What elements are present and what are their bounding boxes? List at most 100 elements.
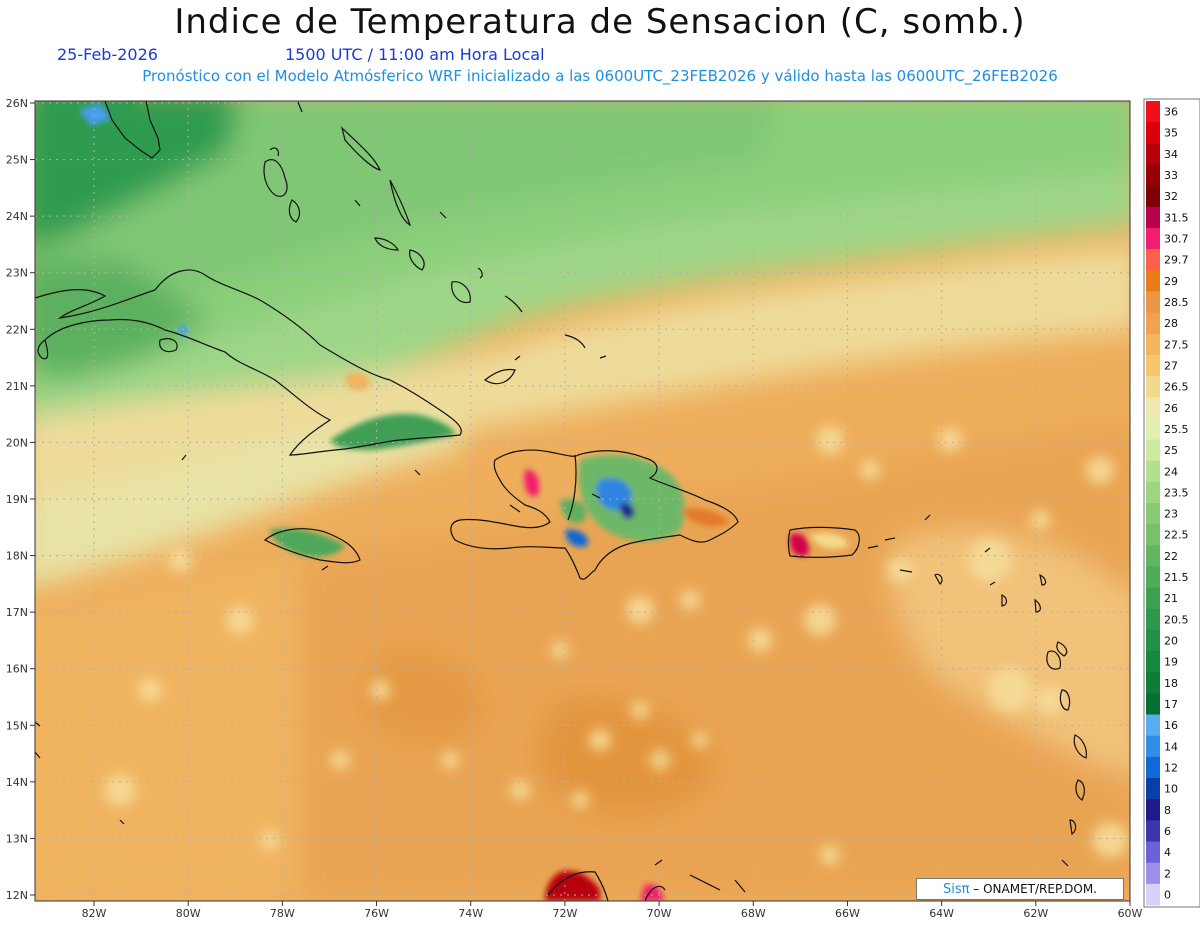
legend-label: 4 xyxy=(1164,846,1171,859)
lon-tick-label: 82W xyxy=(82,907,107,920)
legend-swatch xyxy=(1146,333,1160,356)
lat-tick-label: 20N xyxy=(6,436,28,449)
legend-label: 23 xyxy=(1164,508,1178,521)
legend-swatch xyxy=(1146,376,1160,398)
legend-swatch xyxy=(1146,735,1160,758)
legend-swatch xyxy=(1146,206,1160,229)
lat-lon-grid xyxy=(35,101,1130,901)
legend-label: 27 xyxy=(1164,359,1178,372)
lon-tick-label: 60W xyxy=(1118,907,1143,920)
lat-tick-label: 23N xyxy=(6,267,28,280)
legend-swatch xyxy=(1146,227,1160,250)
lat-tick-label: 18N xyxy=(6,550,28,563)
legend-label: 24 xyxy=(1164,465,1178,478)
legend-label: 27.5 xyxy=(1164,338,1189,351)
lat-tick-label: 19N xyxy=(6,493,28,506)
legend-label: 6 xyxy=(1164,825,1171,838)
forecast-date: 25-Feb-2026 xyxy=(57,45,158,64)
legend-label: 22.5 xyxy=(1164,529,1189,542)
legend-label: 32 xyxy=(1164,190,1178,203)
legend-swatch xyxy=(1146,714,1160,737)
legend-swatch xyxy=(1146,270,1160,292)
lat-tick-label: 25N xyxy=(6,154,28,167)
legend-label: 2 xyxy=(1164,867,1171,880)
legend-label: 22 xyxy=(1164,550,1178,563)
legend-swatch xyxy=(1146,312,1160,335)
temperature-field xyxy=(35,101,1130,901)
legend-label: 21 xyxy=(1164,592,1178,605)
legend-label: 14 xyxy=(1164,740,1178,753)
legend-swatch xyxy=(1146,481,1160,504)
legend-swatch xyxy=(1146,524,1160,546)
color-legend: 363534333231.530.729.72928.52827.52726.5… xyxy=(1143,98,1200,908)
legend-label: 36 xyxy=(1164,106,1178,119)
legend-swatch xyxy=(1146,249,1160,271)
coastlines xyxy=(35,101,1087,901)
chart-title: Indice de Temperatura de Sensacion (C, s… xyxy=(174,2,1026,42)
legend-label: 12 xyxy=(1164,761,1178,774)
legend-swatch xyxy=(1146,354,1160,377)
legend-swatch xyxy=(1146,503,1160,525)
legend-label: 29.7 xyxy=(1164,254,1189,267)
longitude-labels: 82W 80W 78W 76W 74W 72W 70W 68W 66W 64W 62W 60W xyxy=(82,901,1143,920)
legend-swatch xyxy=(1146,608,1160,631)
lat-tick-label: 12N xyxy=(6,889,28,902)
legend-label: 28 xyxy=(1164,317,1178,330)
legend-swatch xyxy=(1146,143,1160,165)
legend-label: 17 xyxy=(1164,698,1178,711)
lon-tick-label: 72W xyxy=(552,907,577,920)
legend-swatch xyxy=(1146,101,1160,123)
legend-label: 33 xyxy=(1164,169,1178,182)
lat-tick-label: 15N xyxy=(6,719,28,732)
legend-label: 26 xyxy=(1164,402,1178,415)
lat-tick-label: 13N xyxy=(6,832,28,845)
legend-swatch xyxy=(1146,820,1160,843)
lon-tick-label: 66W xyxy=(835,907,860,920)
sispi-logo: Sisπ xyxy=(942,882,970,897)
legend-label: 28.5 xyxy=(1164,296,1189,309)
legend-swatch xyxy=(1146,460,1160,483)
legend-label: 16 xyxy=(1164,719,1178,732)
legend-swatch xyxy=(1146,672,1160,694)
legend-label: 8 xyxy=(1164,804,1171,817)
legend-label: 20 xyxy=(1164,635,1178,648)
legend-label: 25.5 xyxy=(1164,423,1189,436)
lat-tick-label: 22N xyxy=(6,323,28,336)
legend-swatch xyxy=(1146,778,1160,800)
lat-tick-label: 21N xyxy=(6,380,28,393)
legend-label: 35 xyxy=(1164,127,1178,140)
lon-tick-label: 76W xyxy=(364,907,389,920)
legend-swatch xyxy=(1146,651,1160,673)
legend-swatch xyxy=(1146,185,1160,208)
legend-swatch xyxy=(1146,862,1160,885)
legend-swatch xyxy=(1146,566,1160,589)
latitude-labels: 26N 25N 24N 23N 22N 21N 20N 19N 18N 17N 16N 15N 14N 1… xyxy=(6,97,35,902)
lon-tick-label: 80W xyxy=(176,907,201,920)
lon-tick-label: 70W xyxy=(647,907,672,920)
legend-label: 30.7 xyxy=(1164,233,1189,246)
legend-label: 34 xyxy=(1164,148,1178,161)
legend-label: 18 xyxy=(1164,677,1178,690)
legend-swatch xyxy=(1146,587,1160,610)
legend-swatch xyxy=(1146,693,1160,716)
lon-tick-label: 68W xyxy=(741,907,766,920)
legend-swatch xyxy=(1146,164,1160,187)
lon-tick-label: 74W xyxy=(458,907,483,920)
legend-label: 26.5 xyxy=(1164,381,1189,394)
legend-swatch xyxy=(1146,291,1160,314)
lon-tick-label: 64W xyxy=(929,907,954,920)
legend-swatch xyxy=(1146,122,1160,144)
lat-tick-label: 26N xyxy=(6,97,28,110)
legend-swatch xyxy=(1146,418,1160,441)
legend-label: 0 xyxy=(1164,888,1171,901)
legend-swatch xyxy=(1146,883,1160,906)
legend-label: 10 xyxy=(1164,783,1178,796)
lat-tick-label: 24N xyxy=(6,210,28,223)
legend-label: 31.5 xyxy=(1164,211,1189,224)
forecast-time: 1500 UTC / 11:00 am Hora Local xyxy=(285,45,545,64)
legend-swatch xyxy=(1146,841,1160,864)
map-frame xyxy=(34,100,1131,902)
lat-tick-label: 16N xyxy=(6,663,28,676)
legend-label: 25 xyxy=(1164,444,1178,457)
